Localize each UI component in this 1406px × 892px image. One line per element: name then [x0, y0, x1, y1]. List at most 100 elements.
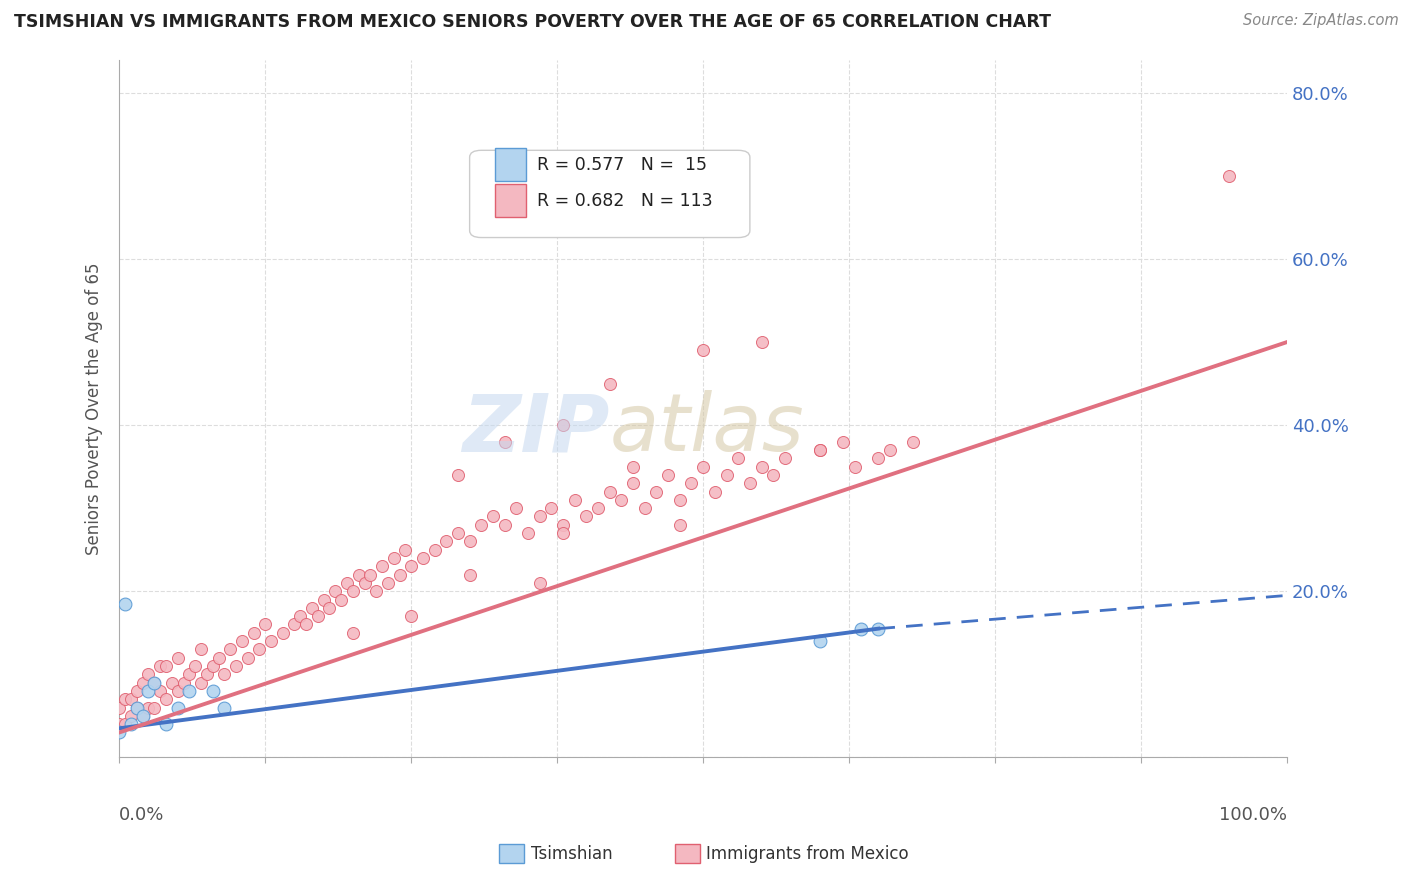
Point [716, 467, 738, 482]
Point [382, 551, 405, 566]
Point [751, 334, 773, 349]
Point [645, 484, 668, 499]
Point [120, 709, 142, 723]
Point [634, 501, 657, 516]
Point [190, 675, 212, 690]
Point [330, 592, 353, 607]
Point [271, 625, 294, 640]
Point [808, 634, 831, 648]
Point [844, 459, 866, 474]
Point [166, 700, 188, 714]
Point [225, 659, 247, 673]
Point [236, 650, 259, 665]
Point [231, 634, 253, 648]
Point [692, 459, 714, 474]
Point [751, 459, 773, 474]
Point [773, 451, 796, 466]
Text: R = 0.682   N = 113: R = 0.682 N = 113 [537, 192, 713, 210]
Point [160, 675, 183, 690]
Point [249, 642, 271, 657]
Point [657, 467, 679, 482]
Point [868, 622, 890, 636]
Point [108, 700, 131, 714]
Point [371, 559, 394, 574]
Point [190, 642, 212, 657]
Point [125, 684, 148, 698]
Point [738, 476, 761, 491]
Point [155, 692, 177, 706]
Point [143, 675, 166, 690]
Point [242, 625, 264, 640]
Text: 100.0%: 100.0% [1219, 806, 1286, 824]
Point [131, 675, 153, 690]
Text: atlas: atlas [610, 391, 804, 468]
Point [447, 526, 470, 541]
Point [868, 451, 890, 466]
Point [669, 492, 692, 507]
Point [388, 567, 411, 582]
Point [295, 617, 318, 632]
Point [621, 459, 644, 474]
Point [366, 584, 388, 599]
Point [173, 675, 195, 690]
Text: R = 0.577   N =  15: R = 0.577 N = 15 [537, 156, 707, 174]
Text: Source: ZipAtlas.com: Source: ZipAtlas.com [1243, 13, 1399, 29]
Point [323, 584, 346, 599]
Point [283, 617, 305, 632]
Point [681, 476, 703, 491]
Point [494, 517, 516, 532]
Point [564, 492, 586, 507]
Point [301, 600, 323, 615]
Point [120, 692, 142, 706]
Point [184, 659, 207, 673]
Point [342, 625, 364, 640]
Point [179, 667, 201, 681]
Point [575, 169, 598, 183]
Point [551, 526, 574, 541]
Point [143, 700, 166, 714]
Point [879, 443, 901, 458]
Point [131, 709, 153, 723]
Point [214, 667, 236, 681]
Text: 0.0%: 0.0% [120, 806, 165, 824]
Point [762, 467, 785, 482]
Point [108, 725, 131, 739]
Point [599, 376, 621, 391]
Point [114, 717, 136, 731]
Point [219, 642, 242, 657]
Text: ZIP: ZIP [463, 391, 610, 468]
FancyBboxPatch shape [470, 151, 749, 237]
Point [849, 622, 872, 636]
Point [551, 418, 574, 433]
Point [808, 443, 831, 458]
Point [399, 559, 422, 574]
Point [551, 517, 574, 532]
Point [692, 343, 714, 358]
Point [1218, 169, 1240, 183]
Point [214, 700, 236, 714]
Point [138, 684, 160, 698]
Y-axis label: Seniors Poverty Over the Age of 65: Seniors Poverty Over the Age of 65 [86, 262, 103, 555]
Point [312, 592, 335, 607]
Point [179, 684, 201, 698]
FancyBboxPatch shape [495, 148, 526, 181]
Point [458, 534, 481, 549]
Point [149, 684, 172, 698]
Point [254, 617, 277, 632]
Point [336, 576, 359, 591]
Point [903, 434, 925, 449]
Point [586, 501, 609, 516]
Point [399, 609, 422, 624]
FancyBboxPatch shape [495, 184, 526, 218]
Point [703, 484, 725, 499]
Point [155, 659, 177, 673]
Point [131, 709, 153, 723]
Point [575, 509, 598, 524]
Point [494, 434, 516, 449]
Point [529, 576, 551, 591]
Point [125, 700, 148, 714]
Point [347, 567, 370, 582]
Point [195, 667, 218, 681]
Point [540, 501, 562, 516]
Text: Tsimshian: Tsimshian [531, 845, 613, 863]
